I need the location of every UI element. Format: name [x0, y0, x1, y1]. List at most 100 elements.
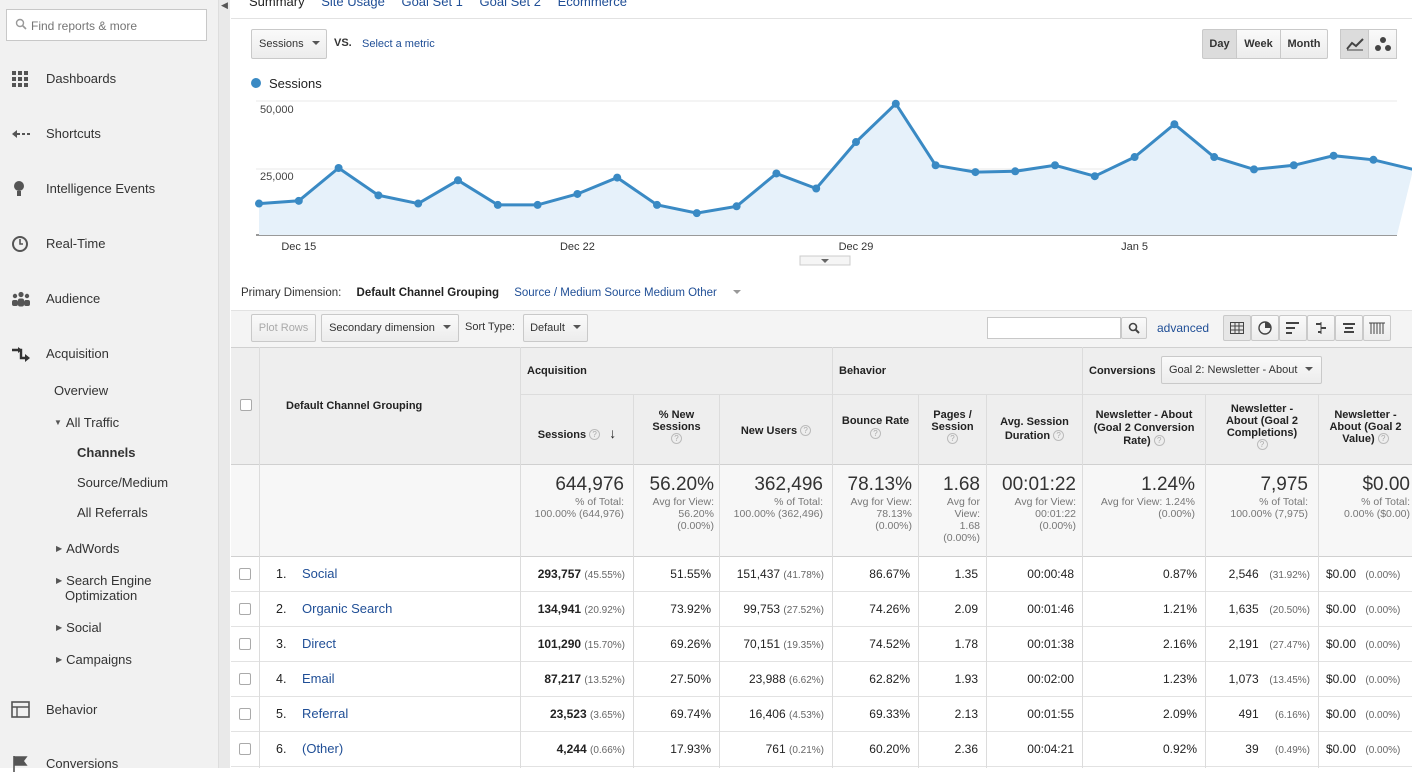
- view-performance-button[interactable]: [1279, 315, 1307, 341]
- help-icon[interactable]: ?: [947, 433, 958, 444]
- help-icon[interactable]: ?: [1153, 435, 1165, 446]
- lightbulb-icon: [14, 181, 24, 196]
- nav-source-medium[interactable]: Source/Medium: [77, 475, 169, 490]
- table-search-button[interactable]: [1121, 317, 1147, 339]
- avg-session-duration-column-header[interactable]: Avg. Session Duration ?: [987, 415, 1082, 443]
- dimension-source[interactable]: Source: [604, 287, 641, 299]
- nav-acquisition[interactable]: Acquisition: [0, 339, 218, 369]
- nav-channels[interactable]: Channels: [77, 445, 136, 460]
- help-icon[interactable]: ?: [1256, 439, 1268, 450]
- tab-goal-set-2[interactable]: Goal Set 2: [479, 0, 541, 9]
- select-metric-link[interactable]: Select a metric: [362, 38, 435, 50]
- nav-shortcuts[interactable]: Shortcuts: [0, 119, 218, 149]
- period-week-button[interactable]: Week: [1236, 29, 1281, 59]
- dimension-other[interactable]: Other: [688, 287, 753, 299]
- nav-campaigns[interactable]: ▶ Campaigns: [56, 652, 132, 667]
- nav-conversions[interactable]: Conversions: [0, 749, 218, 779]
- data-point: [374, 191, 383, 200]
- view-pivot-button[interactable]: [1363, 315, 1391, 341]
- data-point: [1250, 165, 1258, 174]
- row-checkbox[interactable]: [239, 673, 251, 685]
- help-icon[interactable]: ?: [589, 429, 601, 440]
- new-users-column-header[interactable]: New Users ?: [720, 425, 832, 437]
- table-row[interactable]: 5. Referral 23,523 (3.65%) 69.74% 16,406…: [231, 696, 1412, 731]
- cell-percent: (3.65%): [589, 710, 625, 721]
- nav-real-time[interactable]: Real-Time: [0, 229, 218, 259]
- advanced-filter-link[interactable]: advanced: [1157, 321, 1210, 335]
- nav-all-referrals[interactable]: All Referrals: [77, 505, 148, 520]
- table-row[interactable]: 1. Social 293,757 (45.55%) 51.55% 151,43…: [231, 556, 1412, 591]
- view-table-button[interactable]: [1223, 315, 1251, 341]
- table-row[interactable]: 4. Email 87,217 (13.52%) 27.50% 23,988 (…: [231, 661, 1412, 696]
- nav-dashboards[interactable]: Dashboards: [0, 64, 218, 94]
- goal-selector-dropdown[interactable]: Goal 2: Newsletter - About: [1161, 356, 1322, 384]
- table-filter-input[interactable]: [987, 317, 1121, 339]
- line-chart-toggle[interactable]: [1340, 29, 1369, 59]
- nav-label: Conversions: [46, 756, 119, 771]
- row-checkbox[interactable]: [239, 708, 251, 720]
- pct-new-sessions-column-header[interactable]: % New Sessions ?: [634, 409, 719, 445]
- tab-summary[interactable]: Summary: [249, 0, 305, 9]
- view-pie-button[interactable]: [1251, 315, 1279, 341]
- data-point: [971, 168, 980, 177]
- view-comparison-button[interactable]: [1307, 315, 1335, 341]
- primary-dimension-bar: Primary Dimension: Default Channel Group…: [241, 287, 753, 299]
- header-line: Session: [931, 421, 974, 433]
- view-term-cloud-button[interactable]: [1335, 315, 1363, 341]
- row-checkbox[interactable]: [239, 638, 251, 650]
- channel-link[interactable]: Direct: [302, 636, 336, 651]
- channel-link[interactable]: Social: [302, 566, 338, 581]
- help-icon[interactable]: ?: [800, 425, 812, 436]
- sessions-column-header[interactable]: Sessions ? ↓: [521, 425, 633, 441]
- tab-goal-set-1[interactable]: Goal Set 1: [401, 0, 463, 9]
- channel-link[interactable]: Referral: [302, 706, 349, 721]
- data-point: [613, 173, 622, 182]
- nav-adwords[interactable]: ▶ AdWords: [56, 541, 119, 556]
- nav-acquisition-overview[interactable]: Overview: [54, 383, 109, 398]
- motion-chart-toggle[interactable]: [1368, 29, 1397, 59]
- search-input[interactable]: [31, 16, 201, 36]
- row-checkbox[interactable]: [239, 603, 251, 615]
- help-icon[interactable]: ?: [1377, 433, 1389, 444]
- sidebar-collapse-bar[interactable]: ◀: [218, 0, 230, 768]
- dimension-medium[interactable]: Medium: [644, 287, 685, 299]
- report-search-box[interactable]: [6, 9, 207, 41]
- help-icon[interactable]: ?: [1053, 430, 1065, 441]
- table-row[interactable]: 2. Organic Search 134,941 (20.92%) 73.92…: [231, 591, 1412, 626]
- sort-type-dropdown[interactable]: Default: [523, 314, 588, 342]
- nav-social[interactable]: ▶ Social: [56, 620, 102, 635]
- nav-behavior[interactable]: Behavior: [0, 695, 218, 725]
- channel-link[interactable]: (Other): [302, 741, 344, 756]
- help-icon[interactable]: ?: [870, 428, 881, 439]
- tab-ecommerce[interactable]: Ecommerce: [557, 0, 627, 9]
- tab-site-usage[interactable]: Site Usage: [321, 0, 385, 9]
- nav-all-traffic[interactable]: ▼ All Traffic: [54, 415, 119, 430]
- nav-audience[interactable]: Audience: [0, 284, 218, 314]
- goal-value-column-header[interactable]: Newsletter - About (Goal 2 Value) ?: [1319, 409, 1412, 445]
- channel-link[interactable]: Email: [302, 671, 335, 686]
- goal-conversion-rate-column-header[interactable]: Newsletter - About (Goal 2 Conversion Ra…: [1083, 409, 1205, 448]
- channel-link[interactable]: Organic Search: [302, 601, 393, 616]
- secondary-dimension-dropdown[interactable]: Secondary dimension: [321, 314, 459, 342]
- row-checkbox[interactable]: [239, 743, 251, 755]
- table-row[interactable]: 3. Direct 101,290 (15.70%) 69.26% 70,151…: [231, 626, 1412, 661]
- period-day-button[interactable]: Day: [1202, 29, 1237, 59]
- cell-percent: (20.92%): [584, 605, 625, 616]
- help-icon[interactable]: ?: [671, 433, 682, 444]
- row-checkbox[interactable]: [239, 568, 251, 580]
- period-month-button[interactable]: Month: [1280, 29, 1328, 59]
- bounce-rate-column-header[interactable]: Bounce Rate ?: [833, 415, 918, 441]
- x-tick-label: Dec 15: [281, 241, 316, 253]
- avg-session-duration-cell: 00:04:21: [1027, 742, 1074, 756]
- dimension-source-medium[interactable]: Source / Medium: [514, 287, 602, 299]
- data-point: [255, 199, 263, 208]
- nav-intelligence-events[interactable]: Intelligence Events: [0, 174, 218, 204]
- table-row[interactable]: 6. (Other) 4,244 (0.66%) 17.93% 761 (0.2…: [231, 731, 1412, 766]
- nav-seo[interactable]: ▶ Search Engine: [56, 573, 151, 588]
- select-all-checkbox[interactable]: [240, 399, 252, 411]
- goal-completions-column-header[interactable]: Newsletter - About (Goal 2 Completions) …: [1206, 403, 1318, 451]
- metric-dropdown[interactable]: Sessions: [251, 29, 327, 59]
- dimension-column-header[interactable]: Default Channel Grouping: [286, 400, 423, 412]
- pages-session-column-header[interactable]: Pages / Session ?: [919, 409, 986, 445]
- plot-rows-button[interactable]: Plot Rows: [251, 314, 316, 342]
